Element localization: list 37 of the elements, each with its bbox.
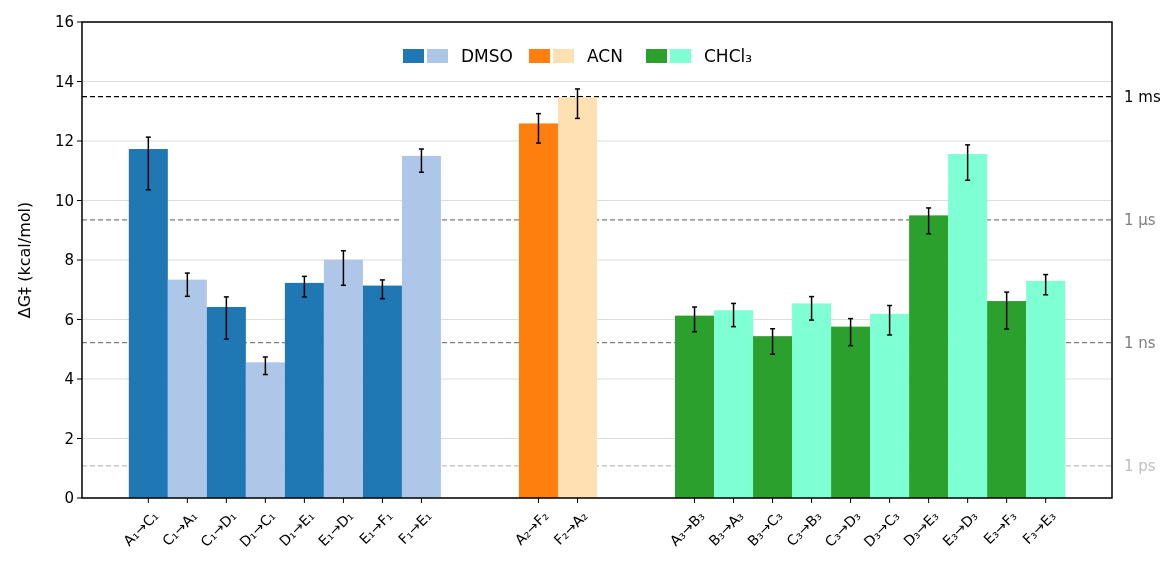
bar	[167, 279, 207, 498]
bar	[206, 307, 246, 498]
y-tick-label: 8	[64, 251, 74, 270]
bar	[128, 149, 168, 498]
bar	[675, 315, 715, 498]
bar	[245, 362, 285, 498]
y-tick-label: 2	[64, 429, 74, 448]
bar	[1026, 280, 1066, 498]
ref-line-label: 1 ns	[1124, 333, 1156, 352]
y-tick-label: 0	[64, 489, 74, 508]
ref-line-label: 1 µs	[1124, 211, 1156, 230]
y-tick-label: 4	[64, 370, 74, 389]
legend-label: CHCl₃	[704, 45, 753, 66]
bar	[753, 336, 793, 498]
bar	[518, 123, 558, 498]
ref-line-label: 1 ps	[1124, 457, 1156, 476]
legend-label: DMSO	[461, 45, 513, 66]
bar	[401, 155, 441, 498]
bar	[714, 310, 754, 498]
bar	[831, 326, 871, 498]
bar	[284, 282, 324, 498]
y-tick-label: 10	[54, 191, 74, 210]
y-tick-label: 12	[54, 132, 74, 151]
y-tick-label: 14	[54, 72, 74, 91]
bar	[909, 215, 949, 498]
bar	[362, 285, 402, 498]
bar	[557, 97, 597, 498]
y-tick-label: 16	[54, 13, 74, 32]
y-tick-label: 6	[64, 310, 74, 329]
bar	[792, 303, 832, 498]
y-axis-title: ΔG‡ (kcal/mol)	[15, 201, 34, 319]
ref-line-label: 1 ms	[1124, 87, 1161, 106]
bar	[870, 313, 910, 498]
bar	[987, 301, 1027, 498]
bar	[948, 154, 988, 498]
legend-label: ACN	[587, 45, 623, 66]
bar	[323, 259, 363, 498]
